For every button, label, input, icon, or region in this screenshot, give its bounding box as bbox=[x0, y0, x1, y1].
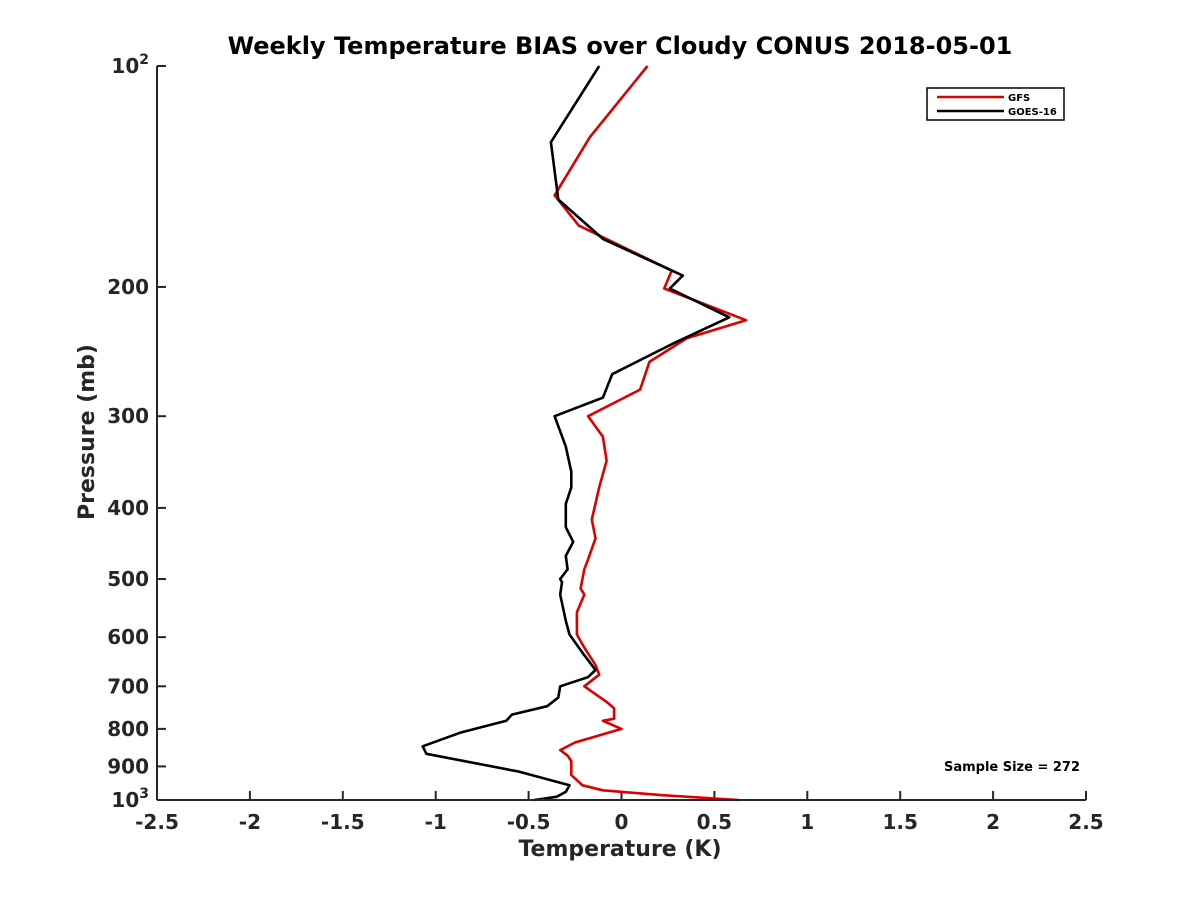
y-tick-label: 102 bbox=[111, 52, 149, 78]
x-tick-label: 1.5 bbox=[882, 810, 917, 834]
series-line-goes16 bbox=[421, 65, 731, 802]
series-layer bbox=[421, 65, 748, 802]
x-tick-label: 0 bbox=[615, 810, 629, 834]
x-tick-label: -1.5 bbox=[321, 810, 365, 834]
chart-title: Weekly Temperature BIAS over Cloudy CONU… bbox=[228, 32, 1013, 60]
sample-size-annotation: Sample Size = 272 bbox=[944, 760, 1080, 775]
series-line-gfs bbox=[553, 65, 748, 802]
y-tick-label: 700 bbox=[107, 674, 149, 698]
legend-box bbox=[926, 87, 1065, 121]
x-tick-label: 2 bbox=[986, 810, 1000, 834]
y-tick-label: 900 bbox=[107, 754, 149, 778]
y-tick-label: 500 bbox=[107, 567, 149, 591]
x-tick-label: 0.5 bbox=[697, 810, 732, 834]
y-tick-label: 800 bbox=[107, 717, 149, 741]
x-tick-label: -1 bbox=[425, 810, 447, 834]
y-tick-label: 400 bbox=[107, 496, 149, 520]
y-tick-label: 600 bbox=[107, 625, 149, 649]
x-tick-label: -0.5 bbox=[507, 810, 551, 834]
legend: GFS GOES-16 bbox=[926, 87, 1065, 121]
y-tick-label: 300 bbox=[107, 404, 149, 428]
y-tick-label: 200 bbox=[107, 275, 149, 299]
x-tick-label: -2.5 bbox=[135, 810, 179, 834]
legend-label-gfs: GFS bbox=[1008, 93, 1030, 104]
x-axis-label: Temperature (K) bbox=[518, 837, 721, 862]
y-tick-label: 103 bbox=[111, 786, 149, 812]
x-axis-ticks: -2.5 -2 -1.5 -1 -0.5 0 0.5 1 1.5 2 2.5 bbox=[135, 791, 1104, 834]
legend-label-goes16: GOES-16 bbox=[1008, 107, 1057, 118]
x-tick-label: 1 bbox=[800, 810, 814, 834]
x-tick-label: -2 bbox=[239, 810, 261, 834]
x-tick-label: 2.5 bbox=[1068, 810, 1103, 834]
y-axis-ticks: 102 200 300 400 500 600 700 800 900 103 bbox=[107, 52, 166, 812]
y-axis-label: Pressure (mb) bbox=[75, 344, 100, 520]
